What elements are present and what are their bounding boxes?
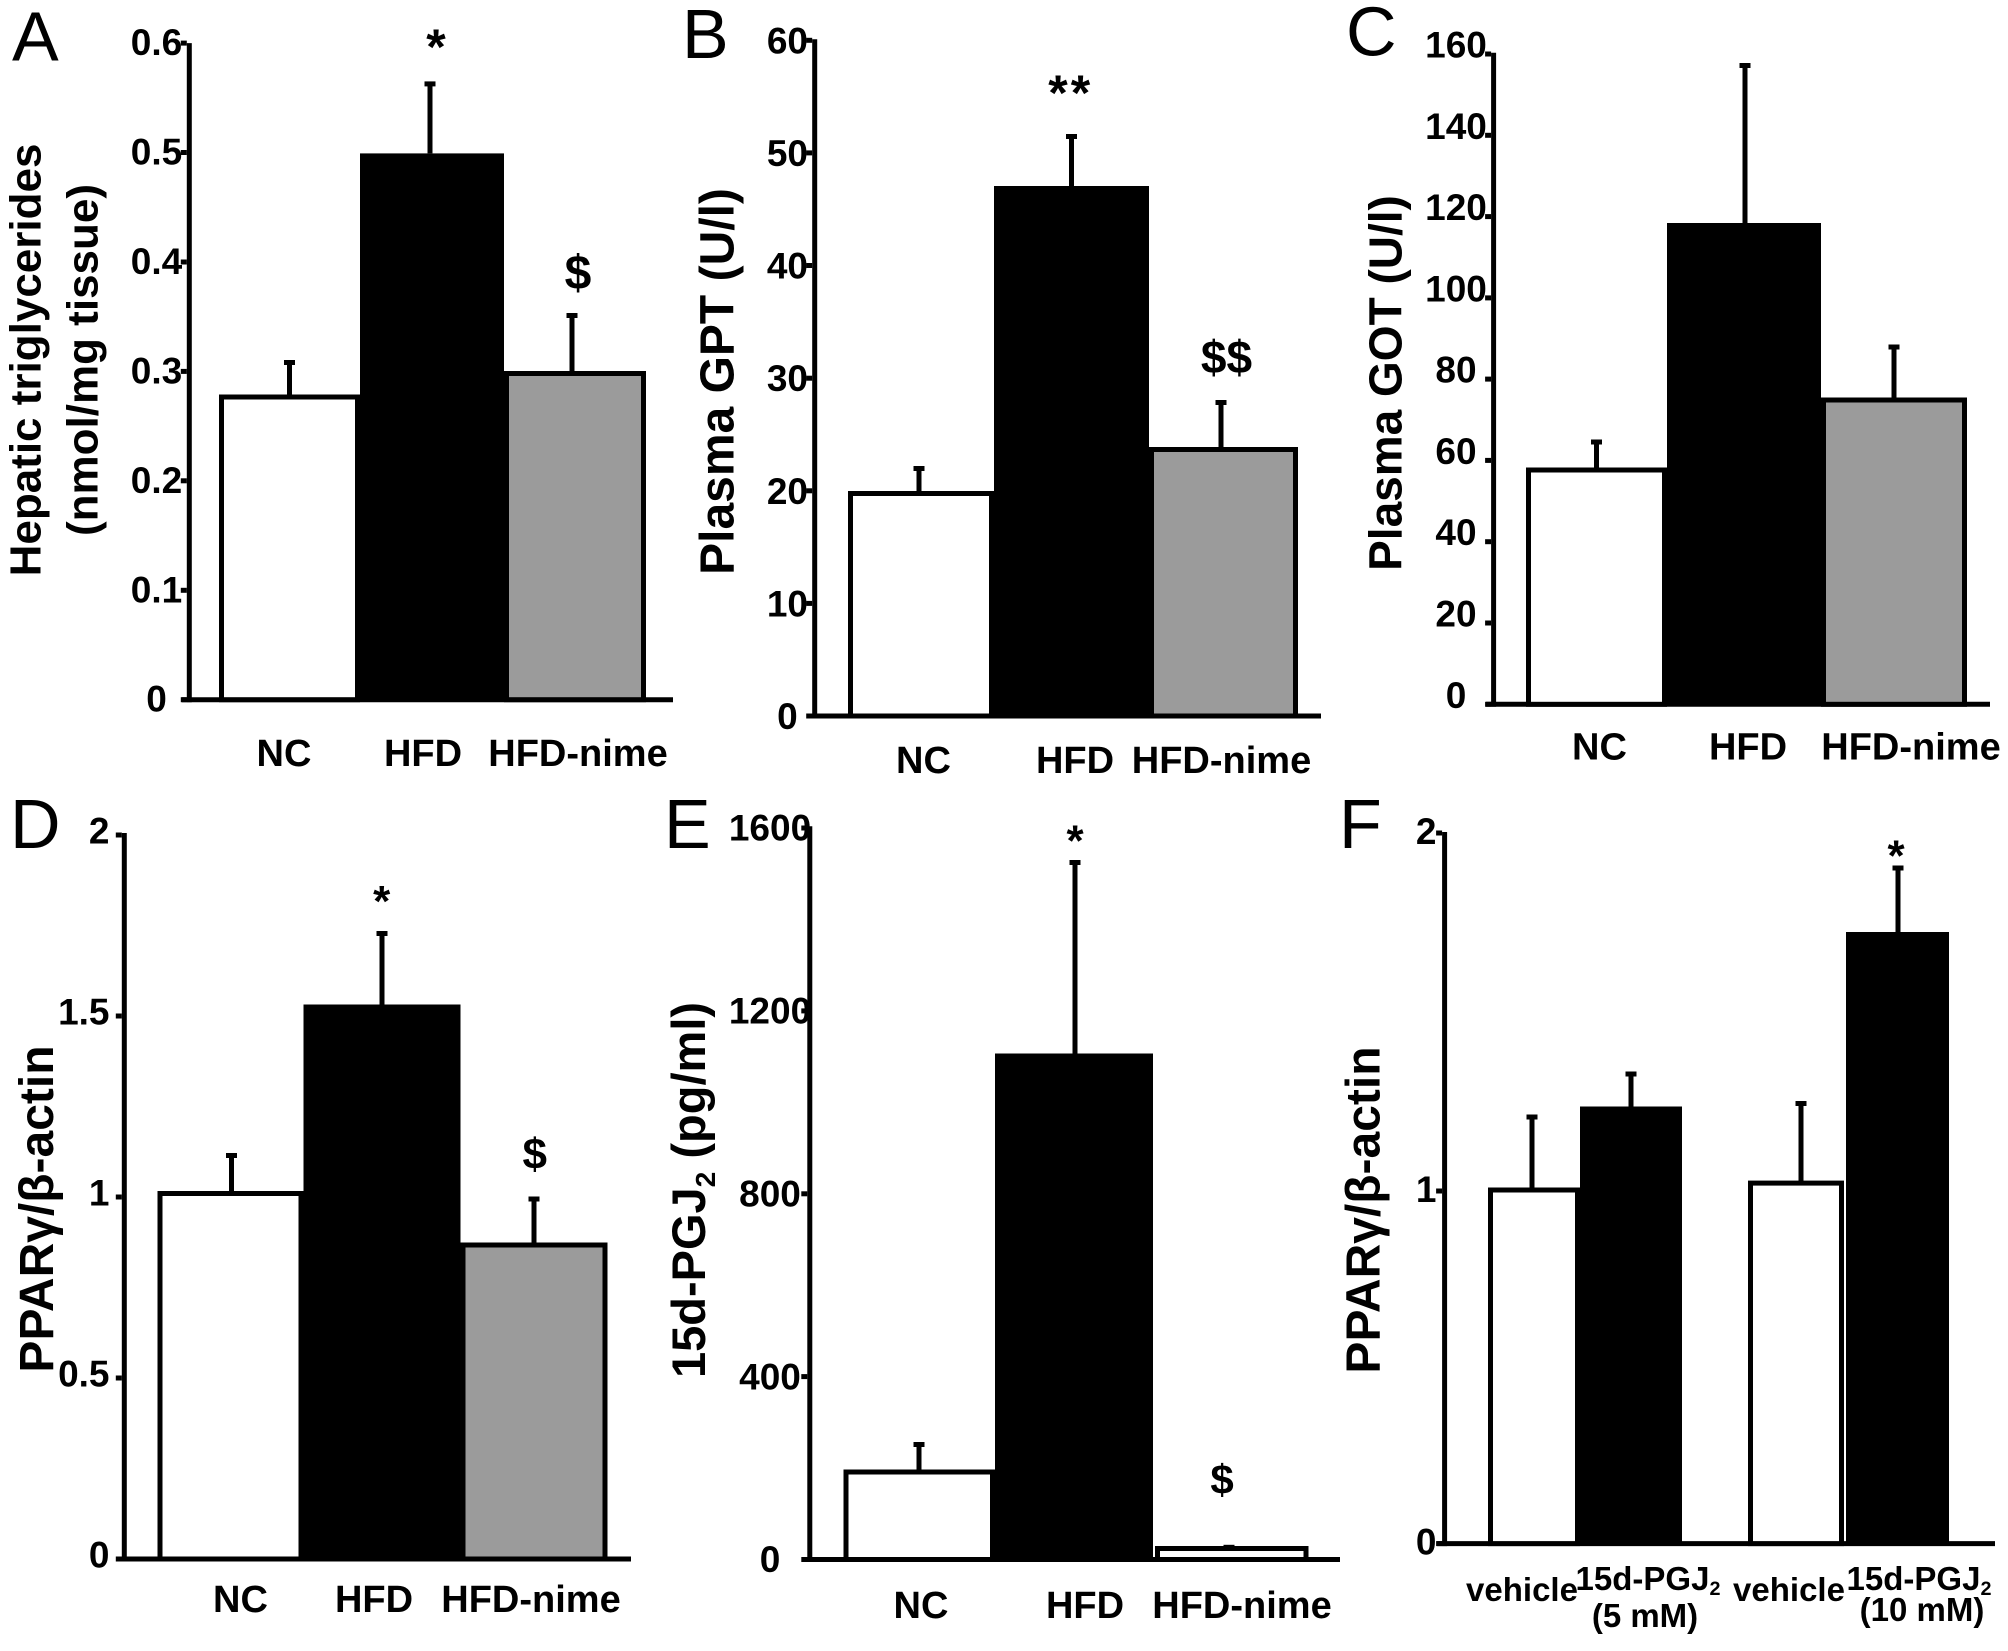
svg-text:0.5: 0.5 [131, 132, 182, 173]
svg-text:NC: NC [894, 1585, 949, 1627]
svg-text:HFD: HFD [335, 1579, 413, 1621]
svg-text:$$: $$ [1201, 331, 1252, 383]
svg-text:C: C [1346, 0, 1397, 71]
svg-text:1200: 1200 [729, 991, 811, 1032]
svg-text:1600: 1600 [729, 808, 811, 849]
svg-text:vehicle: vehicle [1733, 1571, 1845, 1608]
svg-text:0.3: 0.3 [131, 350, 182, 391]
svg-text:(5 mM): (5 mM) [1592, 1597, 1698, 1634]
svg-text:NC: NC [1572, 727, 1627, 769]
svg-text:HFD-nime: HFD-nime [441, 1579, 620, 1621]
svg-text:*: * [426, 19, 446, 75]
svg-text:0: 0 [146, 679, 167, 720]
svg-text:140: 140 [1425, 106, 1487, 147]
svg-text:PPARγ/β-actin: PPARγ/β-actin [1338, 1046, 1391, 1373]
svg-text:15d-PGJ2: 15d-PGJ2 [1576, 1560, 1721, 1600]
svg-text:1.5: 1.5 [58, 992, 109, 1033]
svg-text:0.1: 0.1 [131, 569, 182, 610]
svg-text:HFD: HFD [1709, 727, 1787, 769]
svg-text:1: 1 [89, 1173, 110, 1214]
svg-text:$: $ [523, 1130, 547, 1179]
svg-text:40: 40 [767, 246, 808, 287]
svg-text:HFD-nime: HFD-nime [488, 733, 667, 775]
svg-text:D: D [10, 785, 61, 863]
svg-text:0: 0 [777, 696, 798, 737]
svg-text:1: 1 [1416, 1169, 1437, 1210]
svg-text:Hepatic triglycerides: Hepatic triglycerides [2, 144, 51, 577]
svg-text:0: 0 [1416, 1522, 1437, 1563]
svg-text:0.4: 0.4 [131, 241, 183, 282]
svg-text:PPARγ/β-actin: PPARγ/β-actin [11, 1045, 64, 1372]
svg-text:*: * [1066, 816, 1084, 865]
svg-text:0: 0 [89, 1535, 110, 1576]
svg-text:0.6: 0.6 [131, 22, 182, 63]
svg-text:60: 60 [1435, 431, 1476, 472]
svg-text:*: * [373, 877, 391, 926]
svg-text:120: 120 [1425, 187, 1487, 228]
svg-text:0: 0 [760, 1539, 781, 1580]
svg-text:0.5: 0.5 [58, 1354, 109, 1395]
svg-text:(10 mM): (10 mM) [1860, 1591, 1985, 1628]
svg-text:20: 20 [767, 471, 808, 512]
svg-text:*: * [1048, 65, 1068, 121]
svg-text:20: 20 [1435, 594, 1476, 635]
svg-text:15d-PGJ2: 15d-PGJ2 [1847, 1560, 1992, 1600]
svg-text:HFD: HFD [1046, 1585, 1124, 1627]
svg-text:HFD-nime: HFD-nime [1821, 727, 2000, 769]
svg-text:(nmol/mg tissue): (nmol/mg tissue) [59, 184, 108, 536]
svg-text:2: 2 [89, 811, 110, 852]
svg-text:50: 50 [767, 133, 808, 174]
svg-text:80: 80 [1435, 350, 1476, 391]
svg-text:A: A [12, 0, 59, 76]
svg-text:F: F [1339, 785, 1382, 863]
svg-text:$: $ [1210, 1456, 1233, 1503]
svg-text:NC: NC [896, 740, 951, 782]
svg-text:HFD: HFD [1036, 740, 1114, 782]
svg-text:2: 2 [1416, 811, 1437, 852]
svg-text:*: * [1071, 65, 1091, 121]
svg-text:0.2: 0.2 [131, 460, 182, 501]
svg-text:B: B [682, 0, 729, 73]
svg-text:HFD: HFD [384, 733, 462, 775]
svg-text:NC: NC [213, 1579, 268, 1621]
svg-text:15d-PGJ2 (pg/ml): 15d-PGJ2 (pg/ml) [662, 1002, 721, 1378]
svg-text:100: 100 [1425, 268, 1487, 309]
svg-text:E: E [664, 785, 711, 863]
svg-text:Plasma GPT (U/l): Plasma GPT (U/l) [692, 188, 745, 575]
svg-text:800: 800 [739, 1174, 801, 1215]
svg-text:10: 10 [767, 583, 808, 624]
svg-text:160: 160 [1425, 25, 1487, 66]
svg-text:30: 30 [767, 358, 808, 399]
svg-text:40: 40 [1435, 512, 1476, 553]
svg-text:HFD-nime: HFD-nime [1152, 1585, 1331, 1627]
svg-text:*: * [1887, 831, 1905, 880]
svg-text:400: 400 [739, 1356, 801, 1397]
svg-text:NC: NC [257, 733, 312, 775]
svg-text:0: 0 [1446, 675, 1467, 716]
svg-text:60: 60 [767, 20, 808, 61]
svg-text:HFD-nime: HFD-nime [1132, 740, 1311, 782]
svg-text:vehicle: vehicle [1466, 1571, 1578, 1608]
svg-text:Plasma GOT (U/l): Plasma GOT (U/l) [1360, 195, 1412, 571]
svg-text:$: $ [565, 247, 592, 300]
